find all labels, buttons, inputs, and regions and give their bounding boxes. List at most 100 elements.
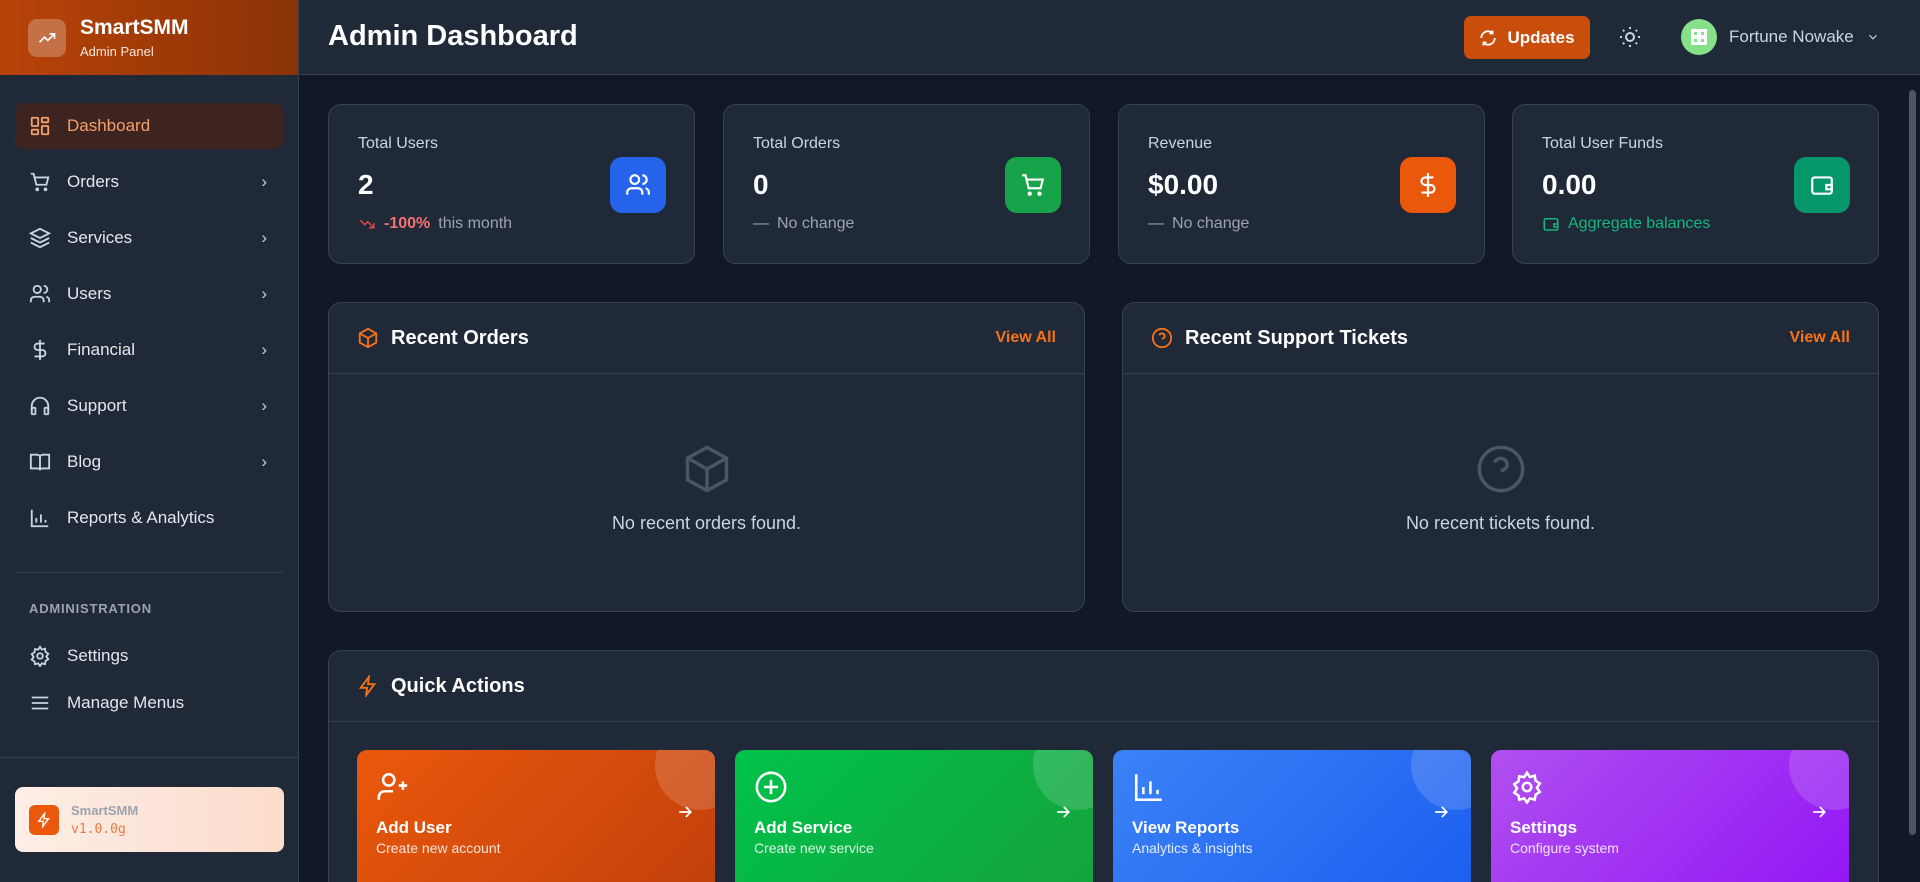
recent-orders-panel: Recent Orders View All No recent orders f…	[328, 302, 1085, 612]
quick-action-add-service[interactable]: Add Service Create new service	[735, 750, 1093, 882]
change-suffix: Aggregate balances	[1568, 215, 1711, 232]
arrow-right-icon	[1813, 806, 1827, 818]
sun-icon	[1620, 27, 1640, 47]
quick-action-subtitle: Create new service	[754, 840, 874, 856]
stat-label: Total User Funds	[1542, 135, 1663, 152]
sidebar-item-label: Settings	[67, 646, 129, 665]
updates-button[interactable]: Updates	[1464, 16, 1590, 59]
scrollbar[interactable]	[1905, 75, 1920, 882]
sidebar-item-manage-menus[interactable]: Manage Menus	[15, 680, 283, 726]
quick-action-title: Add Service	[754, 818, 853, 837]
stat-change: Aggregate balances	[1542, 215, 1710, 233]
package-icon	[358, 327, 378, 349]
stat-change: -100% this month	[358, 215, 512, 233]
sidebar-item-settings[interactable]: Settings	[15, 633, 283, 679]
menu-icon	[31, 696, 49, 710]
quick-action-view-reports[interactable]: View Reports Analytics & insights	[1113, 750, 1471, 882]
sidebar-item-financial[interactable]: Financial ›	[15, 327, 283, 373]
chevron-down-icon	[1868, 34, 1877, 40]
user-menu[interactable]: Fortune Nowake	[1681, 19, 1880, 55]
sidebar-item-label: Manage Menus	[67, 693, 185, 712]
sidebar-item-reports[interactable]: Reports & Analytics	[15, 495, 283, 541]
lightning-icon	[29, 804, 59, 835]
avatar	[1681, 19, 1717, 55]
wallet-icon	[1794, 157, 1850, 213]
empty-message: No recent tickets found.	[1405, 513, 1596, 533]
panel-title: Quick Actions	[391, 674, 525, 697]
headphones-icon	[30, 396, 50, 416]
user-plus-icon	[377, 772, 408, 800]
version-number: v1.0.0g	[71, 821, 126, 837]
quick-action-subtitle: Configure system	[1510, 840, 1619, 856]
stat-card-total-orders: Total Orders 0 — No change	[723, 104, 1090, 264]
divider	[15, 572, 283, 573]
book-icon	[29, 453, 51, 471]
chevron-right-icon: ›	[261, 172, 267, 191]
stat-change: — No change	[753, 215, 854, 233]
minus-icon: —	[1148, 215, 1164, 232]
chevron-right-icon: ›	[261, 284, 267, 303]
stat-card-revenue: Revenue $0.00 — No change	[1118, 104, 1485, 264]
sidebar: SmartSMM Admin Panel Dashboard Orders › Se…	[0, 0, 299, 882]
view-all-orders-link[interactable]: View All	[995, 329, 1056, 346]
dollar-icon	[1400, 157, 1456, 213]
brand-subtitle: Admin Panel	[80, 44, 154, 59]
lightning-icon	[358, 675, 377, 697]
chevron-right-icon: ›	[261, 228, 267, 247]
quick-action-settings[interactable]: Settings Configure system	[1491, 750, 1849, 882]
sidebar-item-dashboard[interactable]: Dashboard	[15, 103, 283, 149]
sidebar-item-label: Orders	[67, 172, 119, 191]
stat-label: Revenue	[1148, 135, 1213, 152]
dashboard-icon	[30, 116, 50, 136]
theme-toggle-button[interactable]	[1618, 25, 1642, 49]
help-circle-icon	[1477, 445, 1524, 493]
dollar-icon	[33, 339, 47, 361]
top-header: Admin Dashboard Updates Fortune Nowake	[299, 0, 1920, 75]
layers-icon	[29, 227, 51, 249]
package-icon	[685, 445, 728, 493]
refresh-icon	[1480, 29, 1497, 46]
brand-name: SmartSMM	[80, 16, 189, 39]
change-suffix: this month	[438, 215, 513, 232]
panel-title: Recent Orders	[391, 326, 529, 349]
page-title: Admin Dashboard	[328, 20, 578, 52]
quick-action-subtitle: Analytics & insights	[1132, 840, 1253, 856]
view-all-tickets-link[interactable]: View All	[1789, 329, 1850, 346]
wallet-icon	[1543, 218, 1559, 231]
brand[interactable]: SmartSMM Admin Panel	[0, 0, 298, 75]
stat-value: $0.00	[1148, 169, 1219, 200]
minus-icon: —	[753, 215, 769, 232]
sidebar-item-label: Reports & Analytics	[67, 508, 215, 527]
sidebar-item-users[interactable]: Users ›	[15, 271, 283, 317]
user-name: Fortune Nowake	[1729, 27, 1854, 46]
stat-card-user-funds: Total User Funds 0.00 Aggregate balances	[1512, 104, 1879, 264]
stat-change: — No change	[1148, 215, 1249, 233]
sidebar-item-support[interactable]: Support ›	[15, 383, 283, 429]
plus-circle-icon	[755, 771, 787, 803]
cart-icon	[30, 172, 50, 192]
quick-action-add-user[interactable]: Add User Create new account	[357, 750, 715, 882]
version-app-name: SmartSMM	[71, 802, 139, 818]
trending-up-icon	[28, 18, 66, 57]
sidebar-item-orders[interactable]: Orders ›	[15, 159, 283, 205]
change-suffix: No change	[777, 215, 855, 232]
stat-value: 0.00	[1542, 169, 1597, 200]
recent-tickets-panel: Recent Support Tickets View All No recent…	[1122, 302, 1879, 612]
stat-label: Total Orders	[753, 135, 841, 152]
change-percent: -100%	[384, 215, 431, 232]
section-label: ADMINISTRATION	[29, 601, 152, 616]
arrow-right-icon	[1057, 806, 1071, 818]
sidebar-item-label: Financial	[67, 340, 136, 359]
sidebar-item-services[interactable]: Services ›	[15, 215, 283, 261]
quick-action-title: View Reports	[1132, 818, 1240, 837]
chevron-right-icon: ›	[261, 452, 267, 471]
version-card: SmartSMM v1.0.0g	[15, 787, 284, 852]
sidebar-item-blog[interactable]: Blog ›	[15, 439, 283, 485]
sidebar-item-label: Services	[67, 228, 133, 247]
users-icon	[29, 284, 51, 303]
change-suffix: No change	[1172, 215, 1250, 232]
stat-value: 2	[358, 169, 374, 200]
scrollbar-thumb[interactable]	[1909, 90, 1916, 835]
quick-action-subtitle: Create new account	[376, 840, 501, 856]
empty-message: No recent orders found.	[611, 513, 802, 533]
